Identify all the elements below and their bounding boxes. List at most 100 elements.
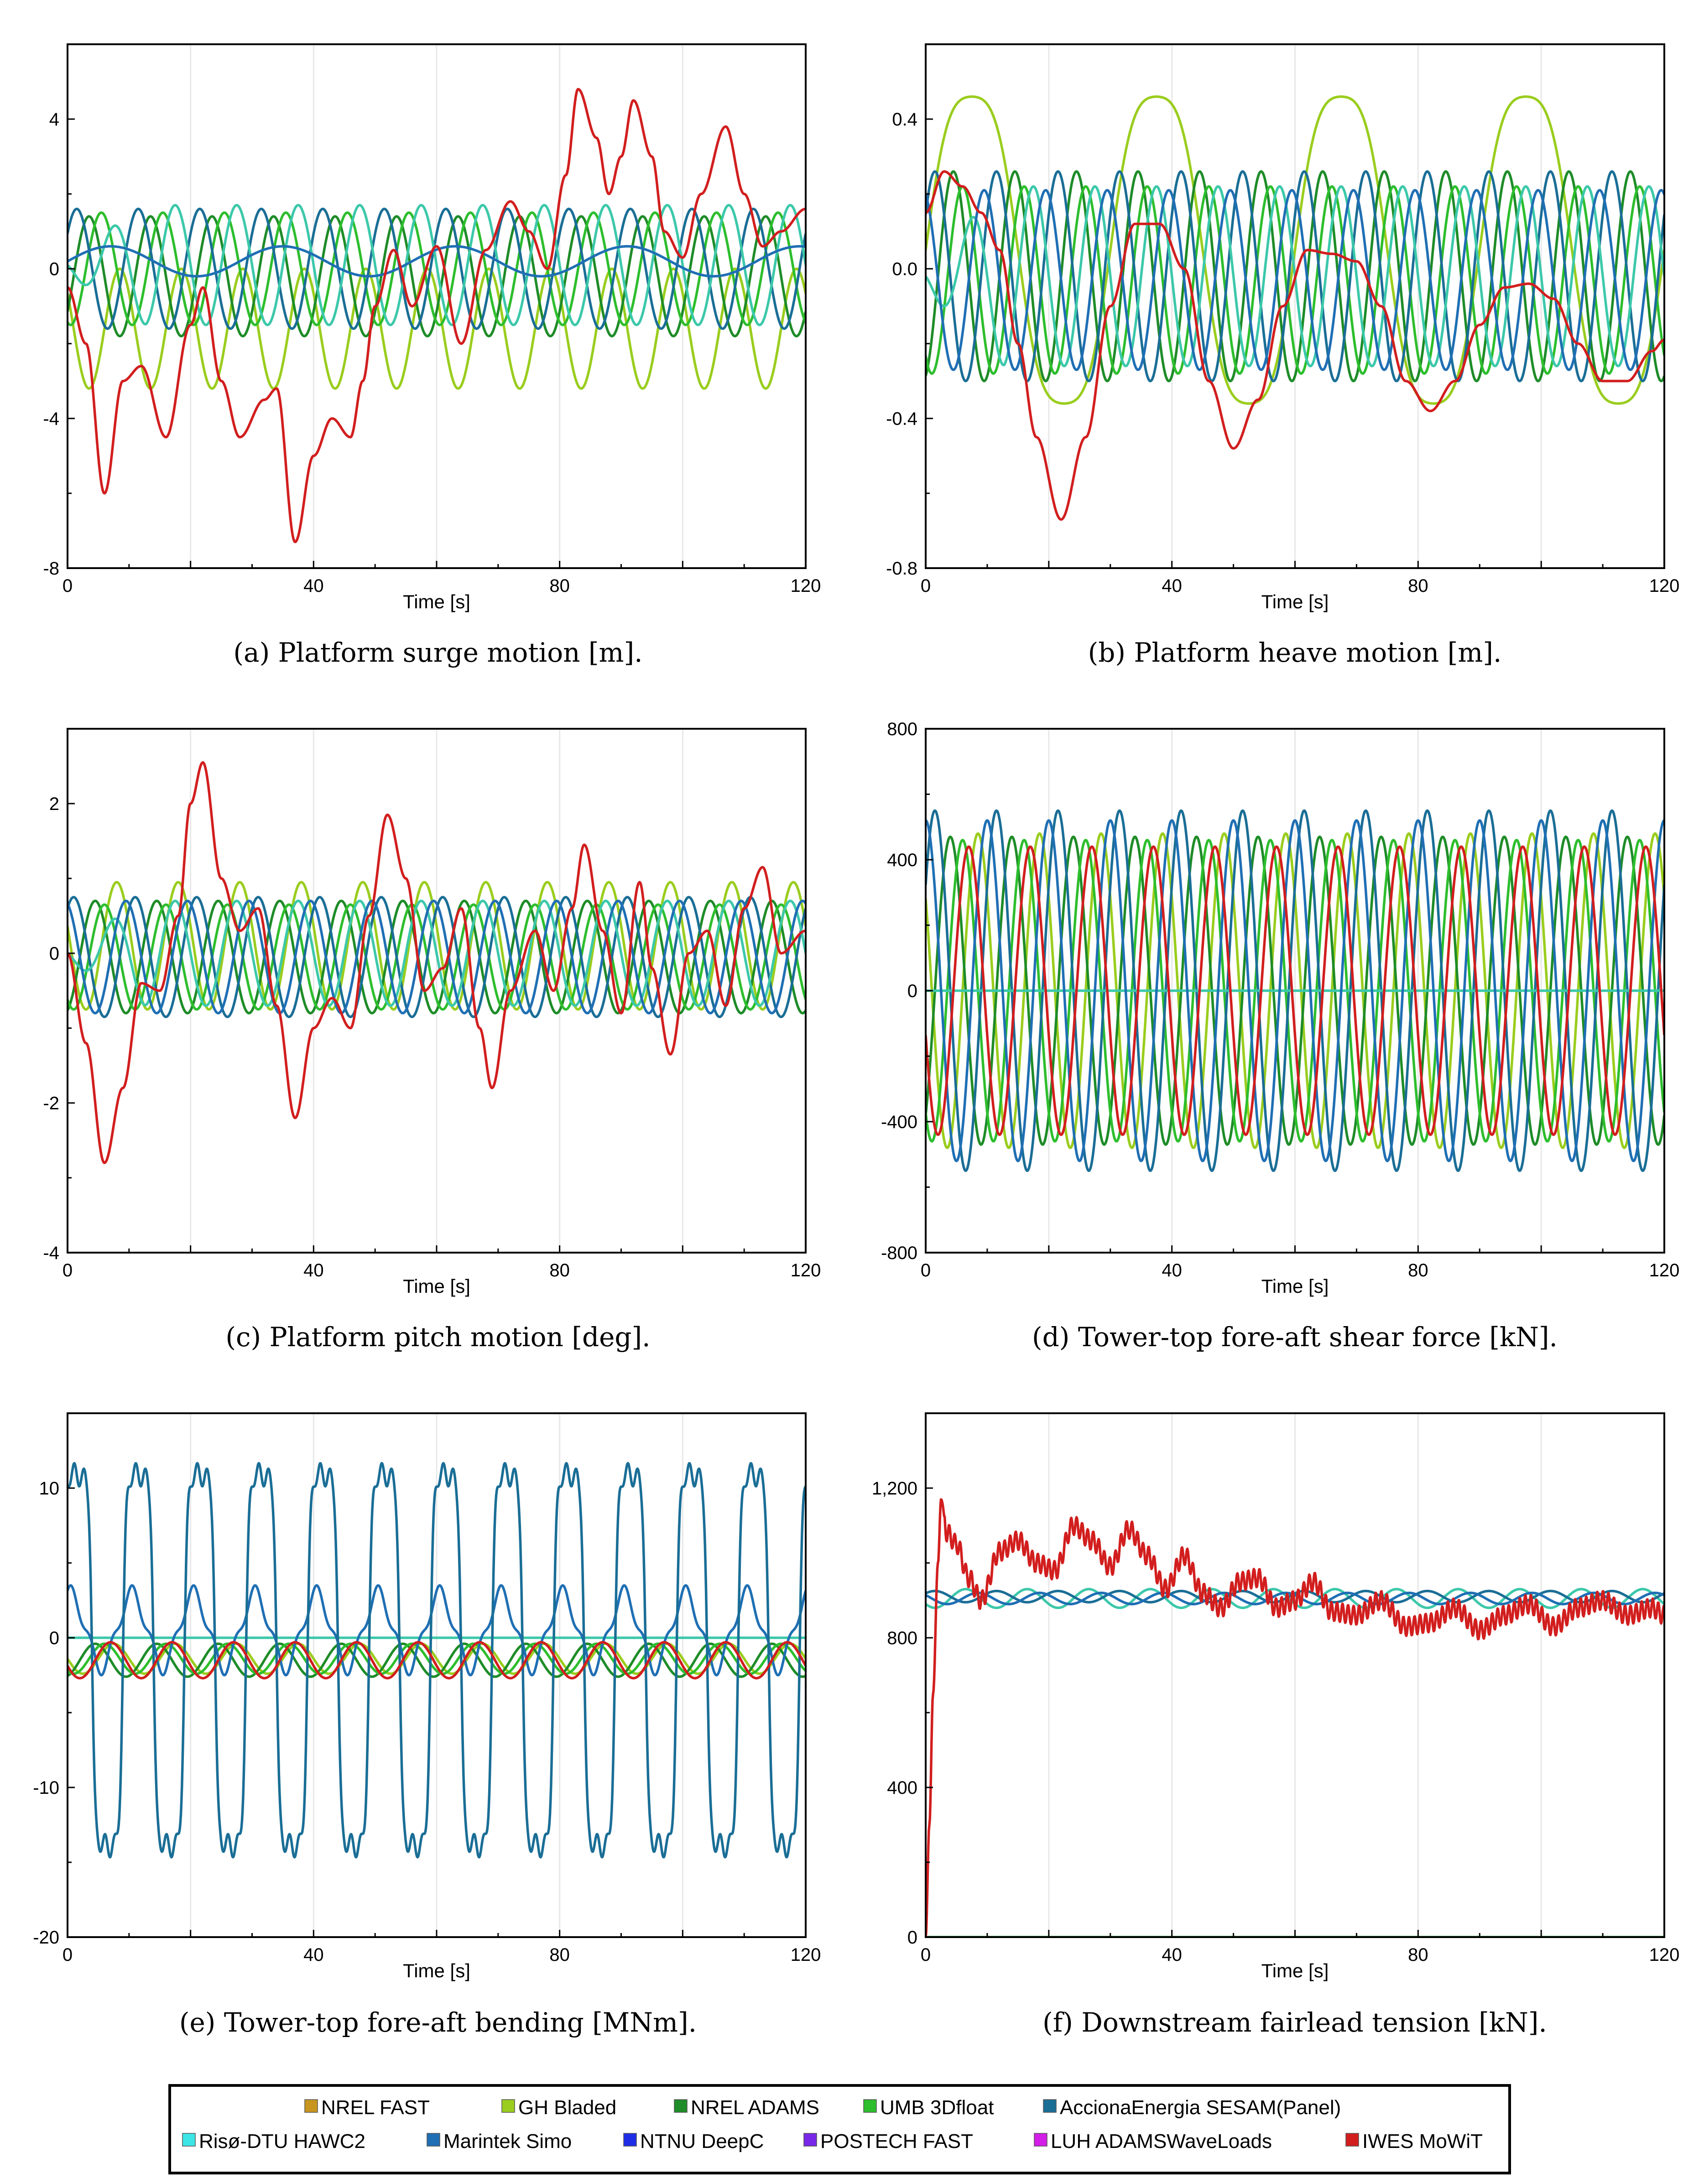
panel-b: 0 40 80 120 -0.8 -0.4 0.0 0.4 Time [s] (b) Platfo…: [886, 43, 1680, 668]
series-umb-3dfloat: [68, 903, 806, 1011]
series-ris-dtu-hawc2: [68, 204, 806, 326]
x-axis-label: Time [s]: [403, 591, 470, 612]
legend-swatch: [501, 2099, 515, 2113]
panel-f: 0 40 80 120 0 400 800 1,200 Time [s] (f) Downstre…: [872, 1412, 1680, 2038]
series-marintek-simo: [68, 1584, 806, 1677]
x-axis-label: Time [s]: [1261, 1275, 1329, 1297]
x-tick-label: 0: [921, 1260, 931, 1280]
series-group: [926, 95, 1664, 521]
panel-caption: (a) Platform surge motion [m].: [233, 637, 642, 668]
series-nrel-adams: [68, 1642, 806, 1678]
legend-swatch: [623, 2133, 637, 2147]
x-tick-label: 120: [1649, 576, 1680, 596]
legend-label: Marintek Simo: [443, 2130, 572, 2153]
legend-label: NTNU DeepC: [640, 2130, 764, 2153]
series-iwes-mowit: [68, 761, 806, 1164]
legend-swatch: [1043, 2099, 1057, 2113]
y-tick-label: 400: [887, 850, 917, 870]
panel-caption: (d) Tower-top fore-aft shear force [kN].: [1032, 1322, 1558, 1353]
series-umb-3dfloat: [68, 211, 806, 326]
legend-label: NREL FAST: [321, 2096, 430, 2119]
y-tick-label: 0: [907, 981, 917, 1001]
y-tick-label: 0.0: [892, 259, 917, 279]
panel-caption: (e) Tower-top fore-aft bending [MNm].: [179, 2007, 697, 2038]
legend-label: Risø-DTU HAWC2: [199, 2130, 365, 2153]
legend-label: IWES MoWiT: [1362, 2130, 1483, 2153]
y-tick-label: -20: [33, 1928, 59, 1948]
y-tick-label: 0: [49, 944, 59, 964]
legend-swatch: [182, 2133, 196, 2147]
series-gh-bladed: [68, 267, 806, 390]
legend-swatch: [674, 2099, 688, 2113]
series-umb-3dfloat: [926, 839, 1664, 1143]
legend-label: NREL ADAMS: [691, 2096, 819, 2119]
x-tick-label: 40: [303, 1260, 324, 1280]
y-tick-label: 400: [887, 1778, 917, 1798]
y-tick-label: 0: [49, 259, 59, 279]
y-tick-label: 4: [49, 110, 59, 130]
y-tick-label: -4: [43, 409, 59, 429]
y-tick-label: -0.8: [886, 559, 917, 579]
x-tick-label: 0: [63, 1260, 73, 1280]
x-tick-label: 0: [63, 576, 73, 596]
series-accionaenergia-sesam-panel-: [926, 170, 1664, 382]
panel-caption: (b) Platform heave motion [m].: [1088, 637, 1502, 668]
series-marintek-simo: [926, 189, 1664, 371]
x-tick-label: 120: [791, 1260, 821, 1280]
x-tick-label: 80: [549, 1945, 570, 1965]
panel-e: 0 40 80 120 -20 -10 0 10 Time [s] (e) Tower-top f…: [33, 1412, 821, 2038]
y-tick-label: -4: [43, 1243, 59, 1263]
y-tick-label: 0.4: [892, 110, 917, 130]
panel-caption: (f) Downstream fairlead tension [kN].: [1042, 2007, 1547, 2038]
legend-label: UMB 3Dfloat: [880, 2096, 994, 2119]
series-accionaenergia-sesam-panel-: [926, 809, 1664, 1172]
series-nrel-adams: [926, 170, 1664, 382]
panel-c: 0 40 80 120 -4 -2 0 2 Time [s] (c) Platform pitch…: [43, 728, 821, 1353]
series-marintek-simo: [926, 1591, 1664, 1605]
legend-swatch: [1034, 2133, 1047, 2147]
series-marintek-simo: [68, 899, 806, 1014]
x-tick-label: 0: [921, 1945, 931, 1965]
series-accionaenergia-sesam-panel-: [926, 1589, 1664, 1604]
series-umb-3dfloat: [926, 185, 1664, 375]
series-marintek-simo: [68, 245, 806, 278]
legend-swatch: [863, 2099, 877, 2113]
series-group: [68, 88, 806, 543]
legend-swatch: [1345, 2133, 1359, 2147]
y-tick-label: 800: [887, 1628, 917, 1648]
legend-label: AccionaEnergia SESAM(Panel): [1060, 2096, 1341, 2119]
series-group: [68, 761, 806, 1164]
series-accionaenergia-sesam-panel-: [68, 208, 806, 330]
legend-swatch: [803, 2133, 817, 2147]
x-axis-label: Time [s]: [403, 1960, 470, 1981]
panel-d: 0 40 80 120 -800 -400 0 400 800 Time [s] (d) Tower…: [881, 719, 1679, 1353]
x-axis-label: Time [s]: [1261, 591, 1329, 612]
series-group: [68, 1462, 806, 1859]
y-tick-label: -800: [881, 1243, 917, 1263]
x-axis-label: Time [s]: [403, 1275, 470, 1297]
y-tick-label: 2: [49, 794, 59, 814]
x-tick-label: 120: [1649, 1260, 1680, 1280]
y-tick-label: 1,200: [872, 1479, 917, 1499]
y-tick-label: 0: [907, 1928, 917, 1948]
series-accionaenergia-sesam-panel-: [68, 896, 806, 1019]
legend-swatch: [427, 2133, 440, 2147]
y-tick-label: 0: [49, 1628, 59, 1648]
x-tick-label: 40: [1162, 1945, 1182, 1965]
x-axis-label: Time [s]: [1261, 1960, 1329, 1981]
x-tick-label: 0: [63, 1945, 73, 1965]
y-tick-label: -400: [881, 1112, 917, 1132]
x-tick-label: 80: [1408, 1945, 1428, 1965]
x-tick-label: 120: [791, 576, 821, 596]
legend-label: GH Bladed: [518, 2096, 616, 2119]
series-iwes-mowit: [926, 1498, 1664, 1937]
series-nrel-adams: [68, 215, 806, 338]
y-tick-label: 800: [887, 719, 917, 739]
series-iwes-mowit: [68, 88, 806, 543]
x-tick-label: 40: [303, 1945, 324, 1965]
series-accionaenergia-sesam-panel-: [68, 1462, 806, 1859]
y-tick-label: -2: [43, 1093, 59, 1113]
x-tick-label: 120: [1649, 1945, 1680, 1965]
y-tick-label: 10: [39, 1479, 60, 1499]
